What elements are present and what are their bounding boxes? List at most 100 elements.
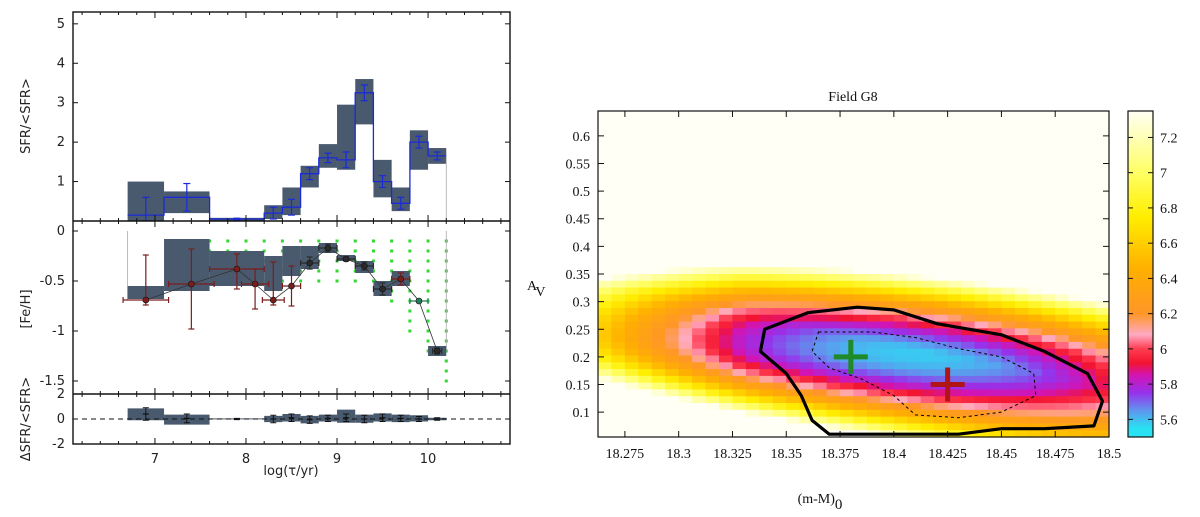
heatmap-cell [907, 314, 922, 323]
heatmap-cell [692, 355, 707, 363]
heatmap-y-tick-label: 0.3 [573, 296, 591, 311]
heatmap-cell [1014, 172, 1029, 180]
heatmap-cell [786, 287, 801, 295]
heatmap-cell [1014, 144, 1029, 153]
heatmap-cell [1068, 240, 1083, 248]
heatmap-cell [1028, 348, 1043, 357]
heatmap-cell [1055, 321, 1070, 329]
heatmap-cell [638, 199, 653, 207]
heatmap-cell [772, 144, 787, 153]
heatmap-cell [786, 144, 801, 153]
heatmap-cell [638, 240, 653, 248]
heatmap-cell [1001, 341, 1016, 350]
heatmap-cell [1041, 165, 1056, 173]
heatmap-cell [638, 111, 653, 119]
heatmap-cell [786, 274, 801, 282]
heatmap-cell [947, 158, 962, 166]
heatmap-cell [638, 226, 653, 234]
heatmap-cell [840, 138, 855, 146]
heatmap-cell [920, 382, 935, 391]
heatmap-cell [705, 233, 720, 241]
heatmap-cell [1095, 226, 1110, 234]
heatmap-cell [934, 165, 949, 173]
heatmap-cell [920, 274, 935, 282]
heatmap-cell [651, 321, 666, 329]
heatmap-cell [678, 328, 693, 336]
heatmap-cell [692, 267, 707, 275]
heatmap-cell [1082, 226, 1097, 234]
heatmap-cell [907, 321, 922, 329]
heatmap-cell [705, 355, 720, 363]
heatmap-cell [813, 111, 828, 119]
heatmap-cell [772, 348, 787, 357]
heatmap-cell [853, 348, 868, 357]
heatmap-cell [866, 138, 881, 146]
heatmap-cell [987, 158, 1003, 166]
heatmap-cell [692, 314, 707, 323]
heatmap-cell [732, 253, 747, 262]
heatmap-cell [638, 375, 653, 384]
heatmap-cell [1082, 158, 1097, 166]
heatmap-cell [705, 301, 720, 309]
heatmap-cell [813, 219, 828, 228]
metallicity-point [251, 280, 259, 288]
heatmap-cell [893, 274, 908, 282]
heatmap-cell [934, 423, 949, 431]
heatmap-cell [987, 301, 1003, 309]
heatmap-cell [961, 185, 976, 194]
heatmap-cell [920, 369, 935, 377]
heatmap-cell [705, 199, 720, 207]
heatmap-cell [840, 314, 855, 323]
heatmap-cell [1055, 382, 1070, 391]
heatmap-cell [907, 219, 922, 228]
heatmap-cell [1055, 240, 1070, 248]
heatmap-cell [1014, 375, 1029, 384]
heatmap-cell [705, 165, 720, 173]
heatmap-cell [772, 423, 787, 431]
heatmap-cell [799, 430, 814, 438]
heatmap-cell [786, 199, 801, 207]
heatmap-cell [1068, 260, 1083, 268]
heatmap-cell [826, 233, 841, 241]
heatmap-cell [772, 185, 787, 194]
heatmap-cell [920, 253, 935, 262]
heatmap-cell [1082, 117, 1097, 126]
heatmap-cell [813, 117, 828, 126]
heatmap-cell [624, 219, 639, 228]
heatmap-cell [786, 430, 801, 438]
heatmap-cell [840, 369, 855, 377]
heatmap-cell [598, 138, 613, 146]
heatmap-cell [826, 240, 841, 248]
heatmap-cell [651, 280, 666, 289]
heatmap-cell [1014, 362, 1029, 370]
heatmap-cell [1068, 111, 1083, 119]
heatmap-cell [759, 423, 774, 431]
heatmap-cell [624, 226, 639, 234]
heatmap-cell [853, 409, 868, 418]
heatmap-cell [907, 172, 922, 180]
heatmap-cell [1028, 131, 1043, 139]
heatmap-cell [719, 389, 734, 397]
residual-panel [73, 407, 510, 425]
heatmap-cell [651, 301, 666, 309]
heatmap-cell [1001, 192, 1016, 200]
heatmap-cell [678, 151, 693, 160]
heatmap-cell [1041, 287, 1056, 295]
heatmap-cell [759, 253, 774, 262]
heatmap-cell [651, 348, 666, 357]
heatmap-cell [1095, 219, 1110, 228]
colorbar-tick-label: 6.4 [1160, 272, 1178, 287]
heatmap-cell [1041, 355, 1056, 363]
metallicity-uncertainty-box [282, 246, 301, 276]
heatmap-cell [947, 341, 962, 350]
heatmap-cell [987, 131, 1003, 139]
feh-ylabel: [Fe/H] [19, 289, 34, 328]
heatmap-cell [1068, 192, 1083, 200]
heatmap-cell [961, 314, 976, 323]
heatmap-cell [678, 253, 693, 262]
heatmap-cell [719, 375, 734, 384]
heatmap-cell [920, 375, 935, 384]
heatmap-cell [759, 335, 774, 343]
heatmap-cell [974, 335, 989, 343]
heatmap-cell [651, 131, 666, 139]
